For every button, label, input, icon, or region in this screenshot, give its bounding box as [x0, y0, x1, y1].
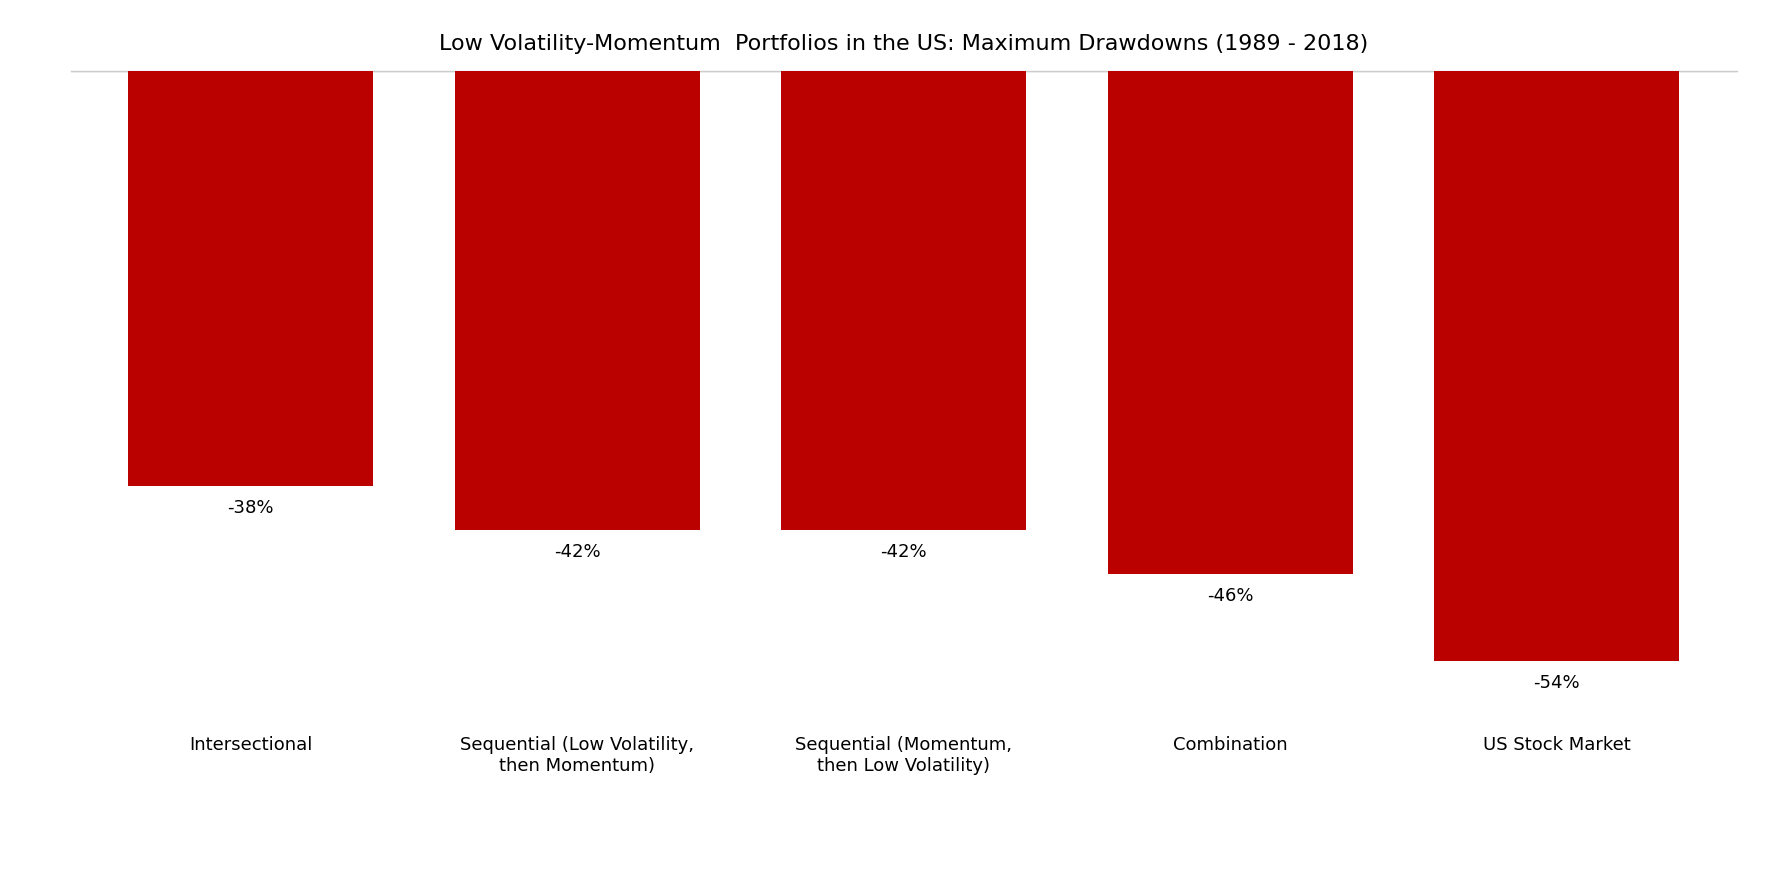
- Bar: [781, 71, 1026, 530]
- Text: -38%: -38%: [227, 499, 273, 517]
- Bar: [128, 71, 372, 486]
- Text: -42%: -42%: [555, 543, 601, 561]
- Bar: [1435, 71, 1680, 661]
- Text: -54%: -54%: [1533, 674, 1581, 692]
- Bar: [1108, 71, 1352, 573]
- Bar: [455, 71, 700, 530]
- Text: -46%: -46%: [1207, 587, 1253, 604]
- Title: Low Volatility-Momentum  Portfolios in the US: Maximum Drawdowns (1989 - 2018): Low Volatility-Momentum Portfolios in th…: [439, 34, 1368, 54]
- Text: -42%: -42%: [881, 543, 927, 561]
